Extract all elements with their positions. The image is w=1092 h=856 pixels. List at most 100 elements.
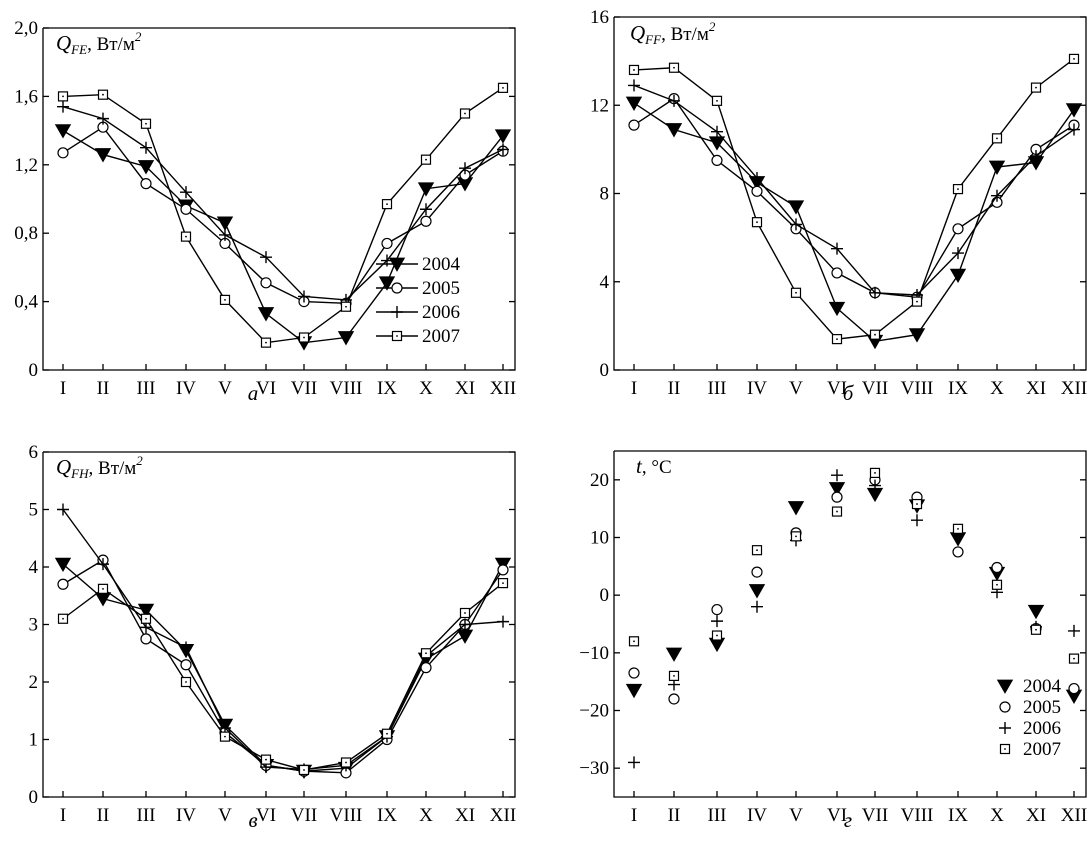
point-g-2005-II bbox=[668, 693, 680, 705]
x-tick-label-a-1: II bbox=[97, 378, 110, 399]
point-b-2004-I bbox=[625, 96, 643, 111]
point-b-2004-IX bbox=[949, 268, 967, 284]
point-g-2006-IV bbox=[751, 600, 763, 613]
series-v-2004 bbox=[54, 557, 512, 780]
point-a-2007-IX bbox=[381, 199, 393, 210]
point-a-2007-XI bbox=[459, 108, 471, 119]
point-a-2007-VII-dot bbox=[303, 336, 305, 339]
series-line-b-2006 bbox=[633, 84, 1075, 296]
point-a-2005-VI bbox=[260, 277, 272, 289]
y-tick-label-g-1: −20 bbox=[579, 701, 609, 722]
point-b-2006-XII bbox=[1068, 123, 1080, 136]
point-b-2007-VII bbox=[869, 329, 881, 340]
y-tick-label-v-1: 1 bbox=[29, 730, 39, 751]
point-v-2007-V bbox=[219, 731, 231, 742]
point-a-2004-I bbox=[54, 124, 72, 139]
point-g-2004-I bbox=[625, 683, 643, 699]
point-g-2004-XI bbox=[1027, 604, 1045, 620]
point-g-2005-I bbox=[628, 667, 640, 679]
point-g-2007-II-dot bbox=[673, 675, 675, 677]
point-g-2007-XI bbox=[1030, 624, 1042, 635]
point-b-2007-IV bbox=[751, 217, 763, 228]
panel-a: 00,40,81,21,62,0I II III IV V VI VII VIII IX X XI X… bbox=[14, 18, 516, 405]
y-tick-label-g-3: 0 bbox=[600, 585, 610, 606]
point-b-2007-III-dot bbox=[716, 99, 718, 102]
point-a-2006-V bbox=[219, 228, 231, 241]
point-v-2007-XII bbox=[497, 577, 509, 589]
point-b-2006-VI bbox=[831, 242, 843, 255]
point-v-2007-I bbox=[57, 613, 69, 624]
point-a-2007-III bbox=[140, 118, 152, 129]
point-g-2007-VI-dot bbox=[836, 510, 838, 513]
legend-label-g-2004: 2004 bbox=[1023, 676, 1062, 697]
point-g-2006-I bbox=[628, 756, 640, 769]
panel-letter-a: а bbox=[248, 381, 259, 405]
y-tick-label-v-5: 5 bbox=[29, 500, 39, 521]
point-g-2006-VII bbox=[869, 479, 881, 492]
point-v-2006-IV bbox=[180, 641, 192, 654]
point-a-2007-XI-dot bbox=[464, 112, 466, 115]
series-v-2006 bbox=[57, 503, 509, 776]
point-b-2007-IV-dot bbox=[756, 221, 758, 224]
point-b-2007-X-dot bbox=[996, 137, 998, 140]
point-v-2007-IX bbox=[381, 728, 393, 739]
y-tick-label-v-2: 2 bbox=[29, 672, 39, 693]
point-g-2007-VI bbox=[831, 506, 843, 517]
point-g-2007-II bbox=[668, 670, 680, 682]
point-v-2007-VIII-dot bbox=[345, 761, 347, 764]
point-b-2006-II bbox=[668, 94, 680, 107]
series-b-2007 bbox=[628, 53, 1080, 345]
point-a-2007-X bbox=[420, 154, 432, 165]
y-tick-label-a-3: 1,2 bbox=[14, 155, 38, 176]
point-a-2007-XII-dot bbox=[502, 86, 504, 89]
legend-marker-g-2007-dot bbox=[1004, 748, 1006, 750]
point-g-2004-IV bbox=[748, 584, 766, 599]
x-tick-label-a-2: III bbox=[137, 378, 156, 399]
series-line-b-2007 bbox=[633, 58, 1075, 340]
y-tick-label-a-1: 0,4 bbox=[14, 292, 38, 313]
point-b-2007-VIII-dot bbox=[916, 300, 918, 303]
point-b-2006-VII bbox=[869, 286, 881, 299]
point-v-2007-VI bbox=[260, 754, 272, 765]
x-tick-label-v-4: V bbox=[218, 805, 232, 826]
point-a-2007-VIII-dot bbox=[345, 305, 347, 308]
point-b-2005-IX bbox=[952, 223, 964, 235]
point-v-2006-XI bbox=[459, 618, 471, 631]
point-g-2007-V bbox=[790, 531, 802, 542]
legend-label-a-2004: 2004 bbox=[422, 254, 461, 275]
point-g-2007-X bbox=[991, 579, 1003, 590]
y-axis-unit-a: , Вт/м bbox=[87, 34, 135, 55]
point-a-2007-I-dot bbox=[62, 95, 64, 98]
point-b-2007-XII bbox=[1068, 53, 1080, 65]
y-axis-unit-g: , °C bbox=[642, 457, 672, 478]
point-v-2004-XI bbox=[456, 629, 474, 644]
x-tick-label-g-5: VI bbox=[827, 805, 847, 826]
x-tick-label-g-2: III bbox=[708, 805, 727, 826]
y-tick-label-b-2: 8 bbox=[600, 184, 610, 205]
x-tick-label-a-4: V bbox=[218, 378, 232, 399]
series-g-2005 bbox=[628, 474, 1080, 705]
point-g-2005-X bbox=[991, 561, 1003, 574]
y-tick-label-g-2: −10 bbox=[579, 643, 609, 664]
point-g-2006-XII bbox=[1068, 624, 1080, 637]
x-tick-label-v-5: VI bbox=[256, 805, 276, 826]
y-axis-unit-b: , Вт/м bbox=[661, 24, 709, 45]
point-v-2007-VII bbox=[298, 764, 310, 776]
x-tick-label-a-0: I bbox=[60, 378, 66, 399]
x-tick-label-a-9: X bbox=[419, 378, 433, 399]
legend-label-g-2007: 2007 bbox=[1023, 739, 1061, 760]
point-v-2007-IX-dot bbox=[386, 732, 388, 735]
point-a-2007-II bbox=[97, 89, 109, 100]
point-b-2006-I bbox=[628, 79, 640, 92]
x-tick-label-g-7: VIII bbox=[901, 805, 934, 826]
point-v-2005-I bbox=[57, 578, 69, 590]
point-a-2004-VIII bbox=[337, 331, 355, 346]
axis-frame-b bbox=[613, 16, 1087, 371]
point-a-2005-I bbox=[57, 147, 69, 159]
point-b-2006-V bbox=[790, 218, 802, 231]
point-v-2007-VIII bbox=[340, 757, 352, 768]
point-b-2007-IX-dot bbox=[957, 188, 959, 190]
panel-letter-g: г bbox=[844, 808, 852, 832]
point-a-2005-IX bbox=[381, 237, 393, 250]
legend-marker-a-2004 bbox=[388, 257, 406, 272]
